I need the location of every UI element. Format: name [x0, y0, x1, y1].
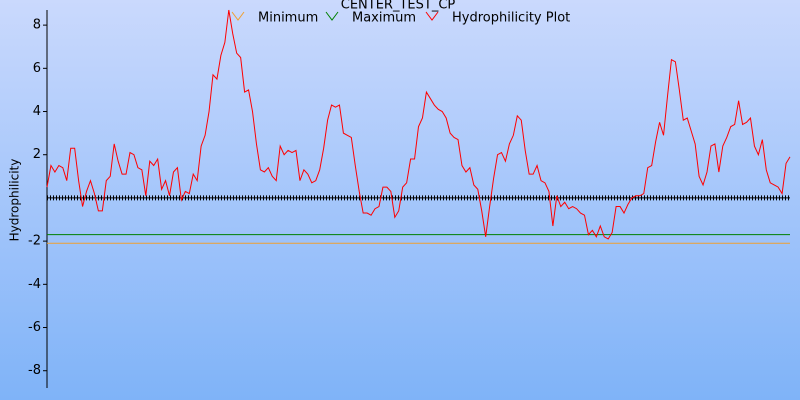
legend-icon	[425, 11, 439, 21]
y-tick-label: -6	[28, 320, 41, 335]
legend-label: Maximum	[352, 11, 416, 26]
legend-label: Hydrophilicity Plot	[452, 11, 570, 26]
y-tick-label: 6	[33, 61, 41, 76]
y-tick-label: 8	[33, 18, 41, 33]
legend-icon	[231, 11, 245, 21]
legend-label: Minimum	[258, 11, 318, 26]
y-tick-label: 4	[33, 104, 41, 119]
data-line	[46, 9, 791, 240]
y-axis-label: Hydrophilicity	[8, 159, 22, 242]
y-tick-label: 2	[33, 147, 41, 162]
y-tick-label: -2	[28, 234, 41, 249]
legend-icon	[325, 11, 339, 21]
y-tick-label: -8	[28, 363, 41, 378]
chart-title: CENTER_TEST_CP	[341, 0, 456, 13]
y-tick-label: -4	[28, 277, 41, 292]
